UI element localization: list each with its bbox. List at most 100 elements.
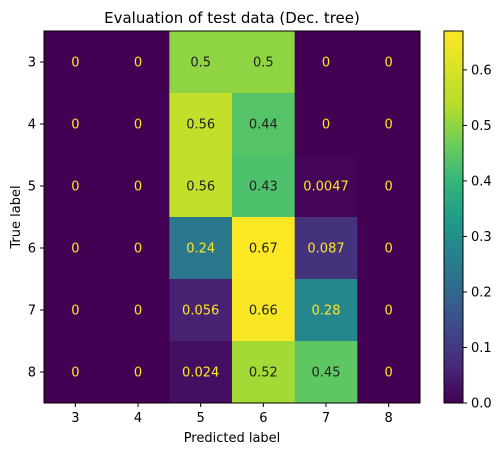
x-axis-ticks: 3 4 5 6 7 8	[71, 403, 393, 426]
heatmap-cell	[44, 155, 108, 218]
heatmap-cell-label: 0	[134, 118, 142, 133]
heatmap-cell	[44, 31, 108, 94]
heatmap-cell-label: 0.087	[307, 242, 344, 257]
heatmap-cell	[106, 341, 170, 404]
colorbar-ticks: 0.0 0.1 0.2 0.3 0.4 0.5 0.6	[463, 63, 492, 412]
heatmap-cell-label: 0.67	[249, 242, 278, 257]
heatmap-cell-label: 0.43	[249, 180, 278, 195]
heatmap-cell	[44, 93, 108, 156]
heatmap-cell	[357, 217, 421, 280]
heatmap-cell-label: 0	[134, 242, 142, 257]
heatmap-cell	[44, 217, 108, 280]
heatmap-cells	[44, 31, 421, 404]
x-tick-label: 5	[197, 411, 205, 426]
heatmap-cell-label: 0.44	[249, 118, 278, 133]
x-tick-label: 3	[71, 411, 79, 426]
y-tick-label: 6	[28, 242, 36, 257]
heatmap-cell-label: 0	[385, 118, 393, 133]
heatmap-cell-label: 0.0047	[303, 180, 349, 195]
y-tick-label: 4	[28, 118, 36, 133]
y-tick-label: 3	[28, 56, 36, 71]
heatmap-cell-label: 0	[134, 56, 142, 71]
colorbar-tick-label: 0.6	[471, 63, 492, 78]
heatmap-cell	[294, 279, 358, 342]
chart-title: Evaluation of test data (Dec. tree)	[104, 9, 360, 27]
heatmap-cell	[169, 217, 233, 280]
x-axis-label: Predicted label	[184, 431, 281, 446]
colorbar-tick-label: 0.0	[471, 397, 492, 412]
heatmap-cell-label: 0.28	[312, 304, 341, 319]
colorbar-tick-label: 0.2	[471, 285, 492, 300]
heatmap-cell-label: 0.45	[312, 366, 341, 381]
heatmap-cell	[357, 279, 421, 342]
heatmap-cell-label: 0	[385, 366, 393, 381]
heatmap-cell-label: 0	[134, 180, 142, 195]
colorbar-tick-label: 0.4	[471, 174, 492, 189]
heatmap-cell	[294, 155, 358, 218]
heatmap-cell	[169, 279, 233, 342]
heatmap-cell-label: 0	[385, 180, 393, 195]
heatmap-cell	[357, 341, 421, 404]
heatmap-cell	[294, 31, 358, 94]
heatmap-cell-label: 0	[385, 242, 393, 257]
heatmap-cell	[357, 31, 421, 94]
heatmap-cell-label: 0	[385, 304, 393, 319]
heatmap-cell-label: 0.056	[182, 304, 219, 319]
x-tick-label: 8	[385, 411, 393, 426]
heatmap-cell-label: 0.5	[190, 56, 211, 71]
heatmap-cell-label: 0	[71, 180, 79, 195]
heatmap-cell	[232, 31, 296, 94]
heatmap-cell	[232, 93, 296, 156]
heatmap-cell	[357, 155, 421, 218]
heatmap-cell-label: 0	[134, 304, 142, 319]
heatmap-cell	[232, 155, 296, 218]
x-tick-label: 4	[134, 411, 142, 426]
heatmap-cell-label: 0.024	[182, 366, 219, 381]
heatmap-cell	[44, 279, 108, 342]
colorbar-tick-label: 0.3	[471, 230, 492, 245]
heatmap-cell-label: 0.66	[249, 304, 278, 319]
heatmap-cell	[44, 341, 108, 404]
heatmap-cell-label: 0	[385, 56, 393, 71]
heatmap-cell	[294, 341, 358, 404]
heatmap-cell-label: 0	[71, 56, 79, 71]
heatmap-cell	[232, 217, 296, 280]
colorbar	[443, 30, 464, 404]
heatmap-cell-label: 0.56	[186, 118, 215, 133]
heatmap-cell	[106, 155, 170, 218]
heatmap-cell	[294, 217, 358, 280]
heatmap-cell-label: 0	[134, 366, 142, 381]
colorbar-tick-label: 0.5	[471, 119, 492, 134]
heatmap-cell	[232, 341, 296, 404]
heatmap-cell	[106, 31, 170, 94]
heatmap-cell-label: 0	[322, 56, 330, 71]
heatmap-cell-label: 0	[71, 118, 79, 133]
heatmap-cell	[357, 93, 421, 156]
colorbar-tick-label: 0.1	[471, 341, 492, 356]
heatmap-cell	[232, 279, 296, 342]
y-tick-label: 8	[28, 366, 36, 381]
x-tick-label: 6	[259, 411, 267, 426]
plot-frame	[43, 30, 421, 404]
y-tick-label: 7	[28, 304, 36, 319]
heatmap-cell	[106, 279, 170, 342]
heatmap-cell	[106, 217, 170, 280]
y-axis-ticks: 3 4 5 6 7 8	[28, 56, 44, 381]
heatmap-cell	[294, 93, 358, 156]
heatmap-cell-label: 0	[322, 118, 330, 133]
heatmap-cell-label: 0.56	[186, 180, 215, 195]
heatmap-cell-label: 0	[71, 366, 79, 381]
x-tick-label: 7	[322, 411, 330, 426]
y-tick-label: 5	[28, 180, 36, 195]
y-axis-label: True label	[9, 185, 24, 249]
heatmap-cell-labels: 0 0 0.5 0.5 0 0 0 0 0.56 0.44 0 0 0 0 0.56 0.43 0.0047 0 0…	[71, 56, 393, 381]
heatmap-cell	[169, 93, 233, 156]
heatmap-cell-label: 0	[71, 304, 79, 319]
heatmap-cell	[169, 341, 233, 404]
heatmap-cell	[169, 155, 233, 218]
heatmap-cell-label: 0.24	[186, 242, 215, 257]
heatmap-cell-label: 0.52	[249, 366, 278, 381]
heatmap-cell-label: 0.5	[253, 56, 274, 71]
heatmap-cell-label: 0	[71, 242, 79, 257]
